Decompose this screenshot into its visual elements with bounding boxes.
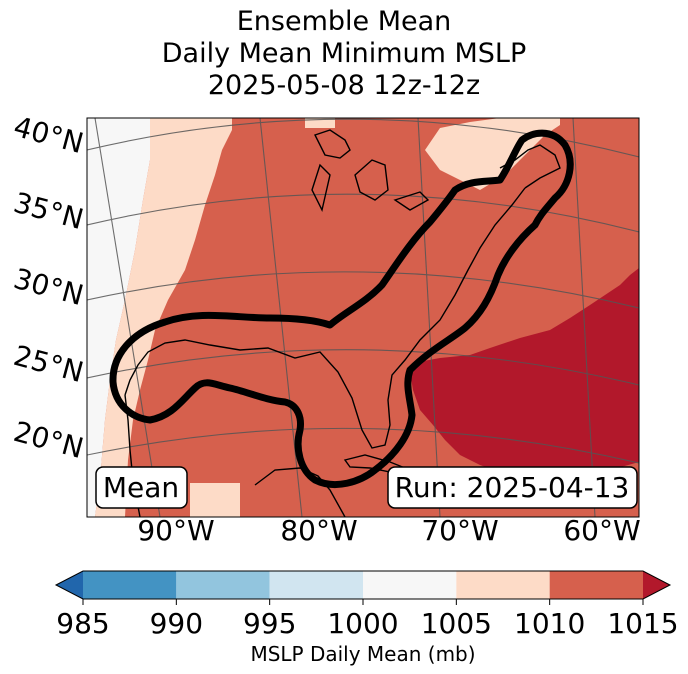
mean-annotation-text: Mean — [103, 471, 179, 504]
colorbar-tick-label-985: 985 — [56, 607, 109, 640]
field-bin-1005-1010-southwest — [190, 483, 240, 517]
northeast-coast-outline — [499, 144, 561, 189]
mean-annotation-box: Mean — [95, 466, 188, 509]
lat-label-40n: 40°N — [10, 110, 87, 160]
colorbar-cell-985-990 — [83, 571, 177, 599]
colorbar-label: MSLP Daily Mean (mb) — [250, 642, 475, 666]
storm-track-outline — [109, 129, 574, 489]
field-bin-1005-1010-west — [95, 118, 232, 517]
run-annotation-text: Run: 2025-04-13 — [395, 471, 630, 504]
chart-title-line1: Ensemble Mean — [236, 6, 452, 37]
colorbar-cells — [83, 571, 643, 599]
colorbar-tick-label-990: 990 — [150, 607, 203, 640]
colorbar-tick-label-1005: 1005 — [421, 607, 492, 640]
colorbar-cell-1010-1015 — [549, 571, 643, 599]
colorbar-tick-label-1015: 1015 — [607, 607, 678, 640]
gridline-70w — [417, 118, 441, 517]
colorbar: 985 990 995 1000 1005 1010 1015 MSLP Daily Mea… — [54, 570, 679, 666]
map-border — [86, 117, 640, 518]
lat-label-20n: 20°N — [10, 415, 87, 465]
lat-label-25n: 25°N — [10, 339, 87, 389]
gulf-coast-outline — [124, 187, 526, 449]
lon-label-60w: 60°W — [563, 514, 640, 547]
lon-label-70w: 70°W — [421, 514, 498, 547]
colorbar-cell-1000-1005 — [363, 571, 457, 599]
colorbar-extend-low — [56, 571, 83, 599]
gridline-25n — [87, 349, 639, 386]
chart-title-line2: Daily Mean Minimum MSLP — [161, 38, 527, 69]
great-lakes-outline — [311, 129, 430, 213]
chart-title-line3: 2025-05-08 12z-12z — [207, 70, 481, 101]
field-bin-1005-1010-north — [305, 118, 335, 128]
colorbar-cell-995-1000 — [269, 571, 363, 599]
gridline-30n — [87, 271, 639, 309]
gridline-60w — [572, 118, 596, 517]
run-annotation-box: Run: 2025-04-13 — [387, 466, 638, 509]
colorbar-cell-990-995 — [176, 571, 270, 599]
field-bin-above-1015 — [410, 268, 639, 480]
lon-label-90w: 90°W — [137, 514, 214, 547]
lat-label-30n: 30°N — [10, 262, 87, 312]
colorbar-tick-label-1000: 1000 — [327, 607, 398, 640]
colorbar-cell-1005-1010 — [456, 571, 550, 599]
gridline-90w — [94, 118, 161, 517]
map-area — [87, 118, 639, 517]
colorbar-tick-label-1010: 1010 — [514, 607, 585, 640]
gridline-35n — [87, 193, 639, 233]
colorbar-tick-label-995: 995 — [243, 607, 296, 640]
colorbar-extend-high — [643, 571, 670, 599]
colorbar-ticks: 985 990 995 1000 1005 1010 1015 — [56, 599, 679, 640]
lat-label-35n: 35°N — [10, 186, 87, 236]
lon-label-80w: 80°W — [280, 514, 357, 547]
field-bin-1000-1005 — [87, 118, 150, 517]
